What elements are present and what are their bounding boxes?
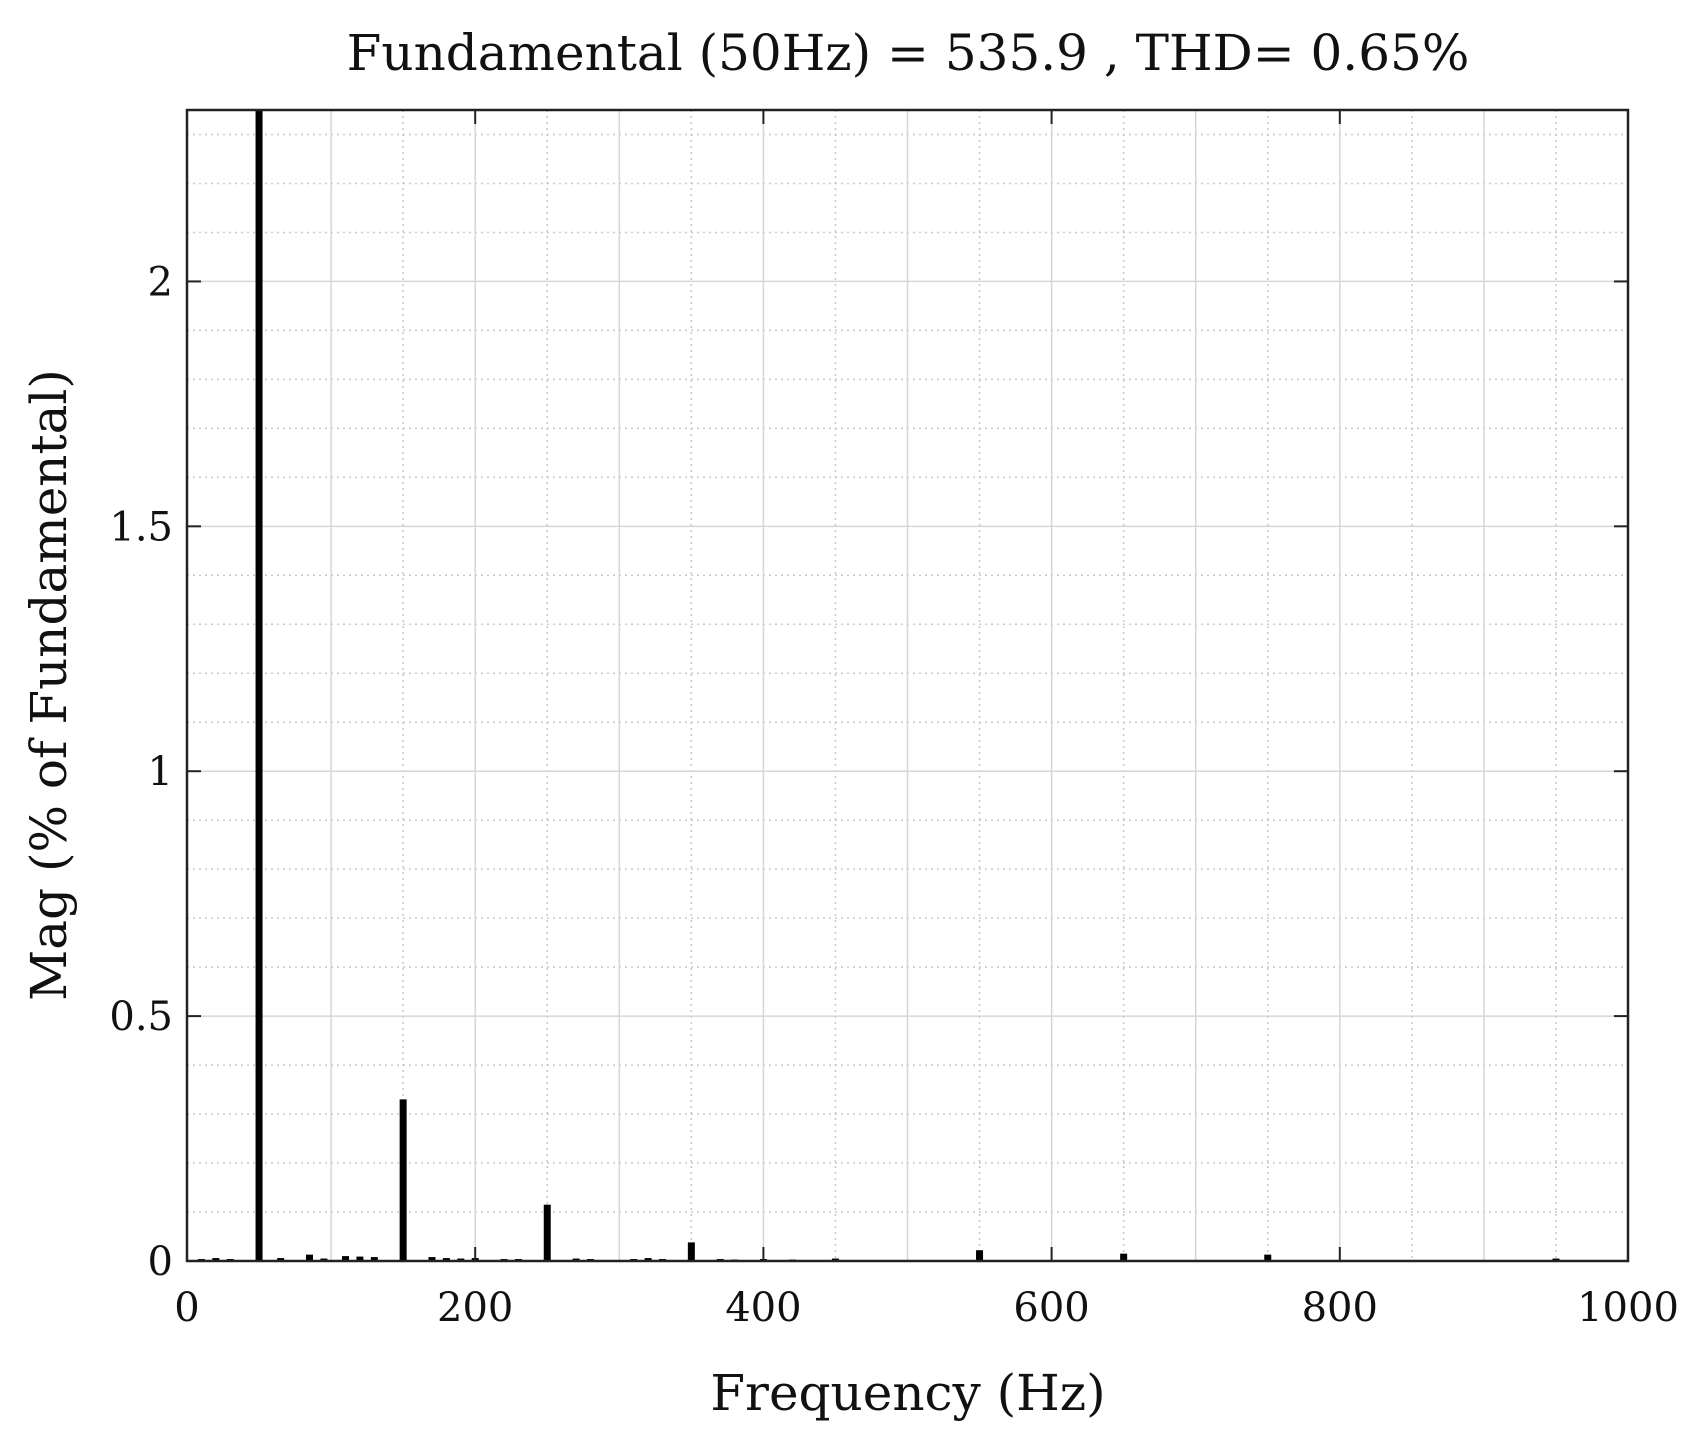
chart-title: Fundamental (50Hz) = 535.9 , THD= 0.65% [347,24,1470,82]
bar [305,1254,313,1261]
x-tick-label: 600 [1013,1285,1089,1331]
bar [687,1242,695,1261]
bar [976,1250,984,1261]
bar [255,110,263,1261]
x-tick-label: 400 [725,1285,801,1331]
x-tick-label: 200 [437,1285,513,1331]
y-tick-label: 0 [148,1239,173,1285]
grid [187,110,1628,1261]
bar [1120,1253,1128,1261]
bar [428,1257,436,1261]
bar [342,1256,350,1261]
x-tick-labels: 0 200 400 600 800 1000 [174,1285,1679,1331]
bar-series [197,110,1560,1261]
x-tick-label: 800 [1302,1285,1378,1331]
bar [442,1258,450,1261]
y-tick-label: 2 [148,259,173,305]
bar [644,1258,652,1261]
bar [399,1099,407,1261]
y-tick-label: 1 [148,749,173,795]
y-tick-labels: 0 0.5 1 1.5 2 [109,259,173,1285]
plot-frame [185,108,1630,1263]
bar [212,1258,220,1261]
bar [543,1204,551,1261]
x-tick-label: 1000 [1577,1285,1679,1331]
x-tick-label: 0 [174,1285,199,1331]
x-axis-label: Frequency (Hz) [710,1364,1105,1422]
bar [277,1258,285,1261]
y-axis-label: Mag (% of Fundamental) [20,369,78,1001]
bar [1264,1254,1272,1261]
bar [370,1257,378,1261]
tick-marks [186,110,1629,1262]
bar [356,1256,364,1261]
y-tick-label: 1.5 [109,504,173,550]
y-tick-label: 0.5 [109,994,173,1040]
